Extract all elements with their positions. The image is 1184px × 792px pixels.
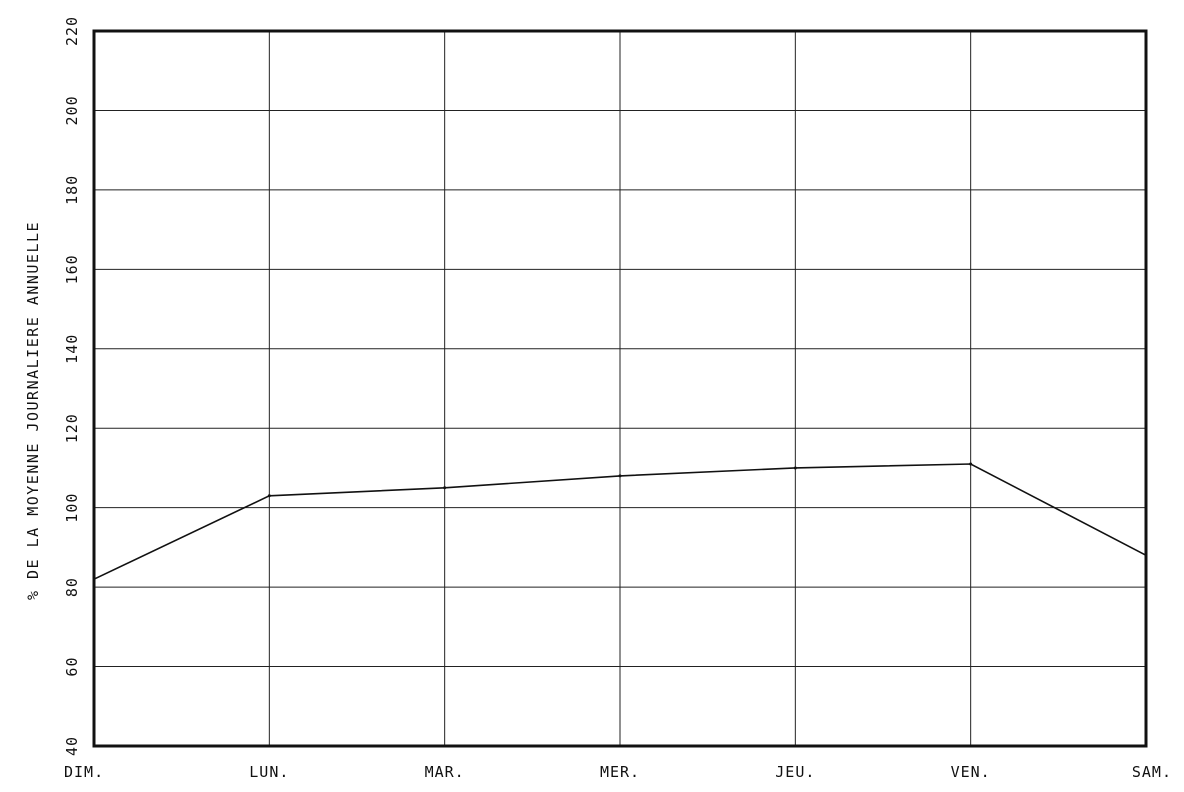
x-tick-label: DIM.: [64, 763, 104, 781]
x-tick-label: MER.: [600, 763, 640, 781]
y-tick-label: 220: [63, 16, 81, 46]
y-tick-label: 100: [63, 493, 81, 523]
data-point: [443, 486, 447, 490]
y-tick-labels: 40 60 80 100 120 140 160 180 200 220: [63, 16, 81, 756]
data-point: [1144, 553, 1148, 557]
data-point: [267, 494, 271, 498]
x-tick-label: VEN.: [951, 763, 991, 781]
x-tick-label: LUN.: [249, 763, 289, 781]
series-layer: [92, 462, 1148, 581]
y-axis-label: % DE LA MOYENNE JOURNALIERE ANNUELLE: [24, 221, 42, 600]
data-point: [618, 474, 622, 478]
y-tick-label: 140: [63, 334, 81, 364]
data-point: [793, 466, 797, 470]
grid-layer: [93, 30, 1147, 747]
data-point: [969, 462, 973, 466]
y-tick-label: 200: [63, 95, 81, 125]
data-point: [92, 577, 96, 581]
y-tick-label: 60: [63, 657, 81, 677]
y-tick-label: 80: [63, 577, 81, 597]
y-tick-label: 40: [63, 736, 81, 756]
x-tick-label: MAR.: [425, 763, 465, 781]
x-tick-labels: DIM. LUN. MAR. MER. JEU. VEN. SAM.: [64, 763, 1172, 781]
y-tick-label: 180: [63, 175, 81, 205]
x-tick-label: SAM.: [1132, 763, 1172, 781]
y-tick-label: 120: [63, 413, 81, 443]
plot-frame: [92, 29, 1148, 748]
y-tick-label: 160: [63, 254, 81, 284]
x-tick-label: JEU.: [775, 763, 815, 781]
